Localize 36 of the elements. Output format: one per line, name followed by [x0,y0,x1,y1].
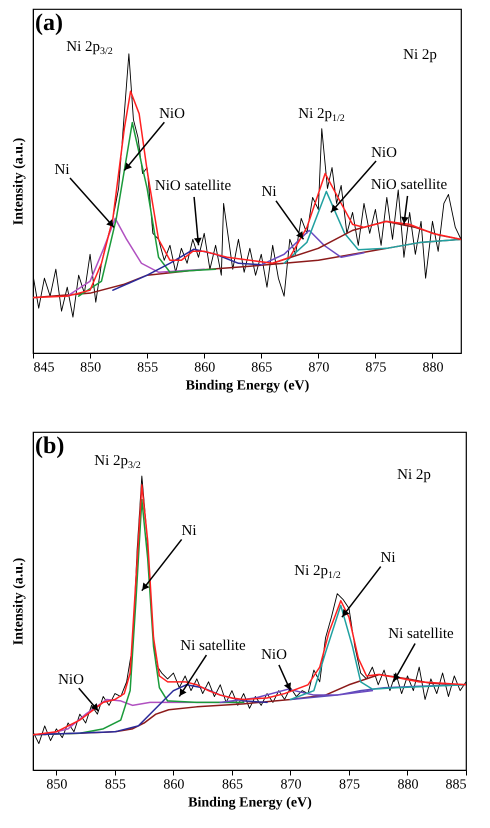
annotation: NiO satellite [370,177,448,193]
annotation: NiO [371,145,398,161]
x-tick-label: 880 [422,360,444,376]
annotation: Ni satellite [180,638,246,654]
annotation: Ni [54,162,70,178]
x-axis-title: Binding Energy (eV) [186,378,310,394]
x-tick-label: 860 [194,360,216,376]
x-tick-label: 870 [308,360,330,376]
x-tick-label: 855 [137,360,158,376]
annotation: Ni 2p [397,467,431,483]
x-axis-title: Binding Energy (eV) [188,796,312,810]
x-tick-label: 875 [338,778,360,792]
x-tick-label: 885 [446,778,466,792]
annotation: NiO satellite [154,178,232,194]
x-tick-label: 865 [222,778,243,792]
x-tick-label: 860 [163,778,184,792]
annotation: Ni [380,550,396,566]
y-axis-title: Intensity (a.u.) [12,557,26,646]
annotation: Ni satellite [388,626,454,642]
x-tick-label: 870 [280,778,302,792]
x-tick-label: 880 [397,778,418,792]
x-tick-label: 845 [34,360,54,376]
chart-title: (b) [35,433,64,459]
x-tick-label: 850 [80,360,102,376]
annotation: Ni 2p [403,47,437,63]
annotation: NiO [159,106,186,122]
x-tick-label: 855 [104,778,126,792]
x-tick-label: 865 [251,360,272,376]
chart-title: (a) [35,10,63,36]
x-tick-label: 850 [46,778,68,792]
annotation: Ni [262,184,276,200]
annotation: NiO [58,672,84,688]
annotation: Ni [182,523,196,539]
annotation: NiO [261,647,288,663]
x-tick-label: 875 [365,360,386,376]
y-axis-title: Intensity (a.u.) [12,137,26,226]
